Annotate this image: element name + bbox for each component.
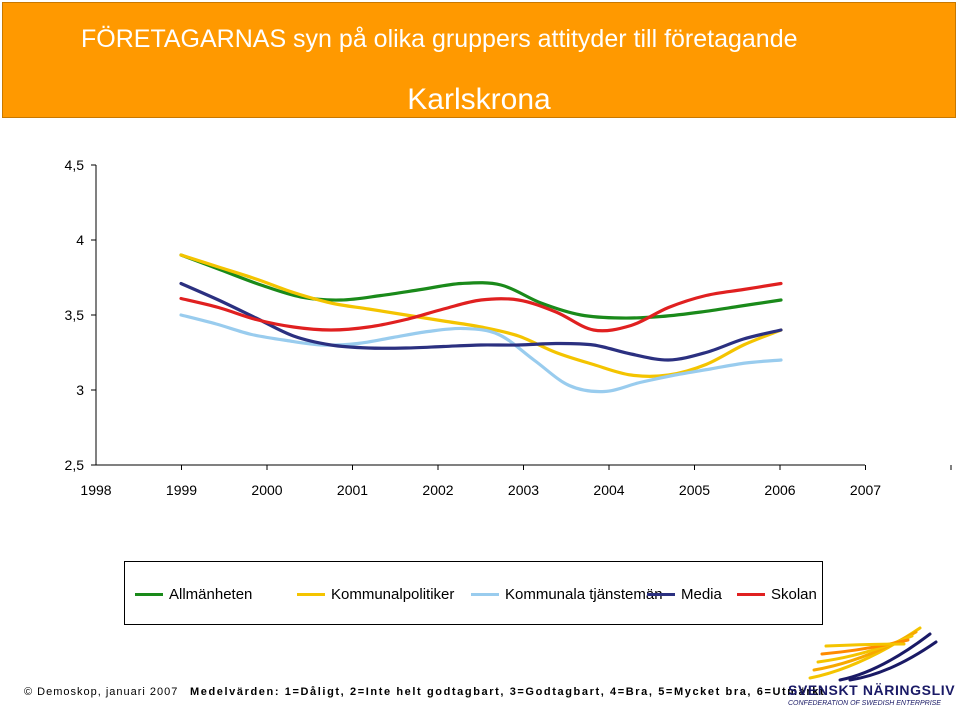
x-tick-label: 2004 xyxy=(593,482,624,498)
y-tick-label: 4,5 xyxy=(65,157,85,173)
legend-label: Kommunala tjänstemän xyxy=(505,586,663,603)
footer: © Demoskop, januari 2007 Medelvärden: 1=… xyxy=(0,686,824,704)
x-tick-label: 1999 xyxy=(166,482,197,498)
legend-swatch xyxy=(471,593,499,596)
y-tick-label: 3 xyxy=(76,382,84,398)
y-tick-label: 4 xyxy=(76,232,84,248)
y-tick-label: 2,5 xyxy=(65,457,85,473)
copyright-note: © Demoskop, januari 2007 xyxy=(24,686,179,698)
legend-label: Allmänheten xyxy=(169,586,253,603)
x-tick-label: 2001 xyxy=(337,482,368,498)
x-tick-label: 2006 xyxy=(764,482,795,498)
logo-name: SVENSKT NÄRINGSLIV xyxy=(788,682,956,698)
legend-label: Kommunalpolitiker xyxy=(331,586,455,603)
line-chart: 4,5 4 3,5 3 2,5 1998 1999 2000 2001 2002 2003 2004… xyxy=(65,157,952,498)
x-tick-label: 2005 xyxy=(679,482,710,498)
legend-swatch xyxy=(647,593,675,596)
x-tick-label: 2000 xyxy=(251,482,282,498)
x-tick-label: 1998 xyxy=(80,482,111,498)
legend-label: Skolan xyxy=(771,586,817,603)
legend-label: Media xyxy=(681,586,722,603)
chart-title: FÖRETAGARNAS syn på olika gruppers attit… xyxy=(81,25,798,53)
series-line-3 xyxy=(179,281,783,362)
chart-legend: Allmänheten Kommunalpolitiker Kommunala tj… xyxy=(124,561,823,625)
series-line-0 xyxy=(179,253,783,320)
logo-tagline: CONFEDERATION OF SWEDISH ENTERPRISE xyxy=(788,700,941,707)
x-tick-label: 2007 xyxy=(850,482,881,498)
series-line-4 xyxy=(179,281,783,333)
legend-swatch xyxy=(297,593,325,596)
x-tick-label: 2002 xyxy=(422,482,453,498)
series-line-1 xyxy=(179,253,783,378)
flag-emblem-icon xyxy=(808,626,938,682)
scale-explanation: Medelvärden: 1=Dåligt, 2=Inte helt godta… xyxy=(190,686,826,698)
chart-subtitle: Karlskrona xyxy=(407,83,551,116)
title-banner: FÖRETAGARNAS syn på olika gruppers attit… xyxy=(2,2,956,118)
legend-swatch xyxy=(135,593,163,596)
x-tick-label: 2003 xyxy=(508,482,539,498)
svenskt-naringsliv-logo: SVENSKT NÄRINGSLIV CONFEDERATION OF SWED… xyxy=(780,620,955,710)
series-line-2 xyxy=(179,313,783,394)
legend-swatch xyxy=(737,593,765,596)
y-tick-label: 3,5 xyxy=(65,307,85,323)
